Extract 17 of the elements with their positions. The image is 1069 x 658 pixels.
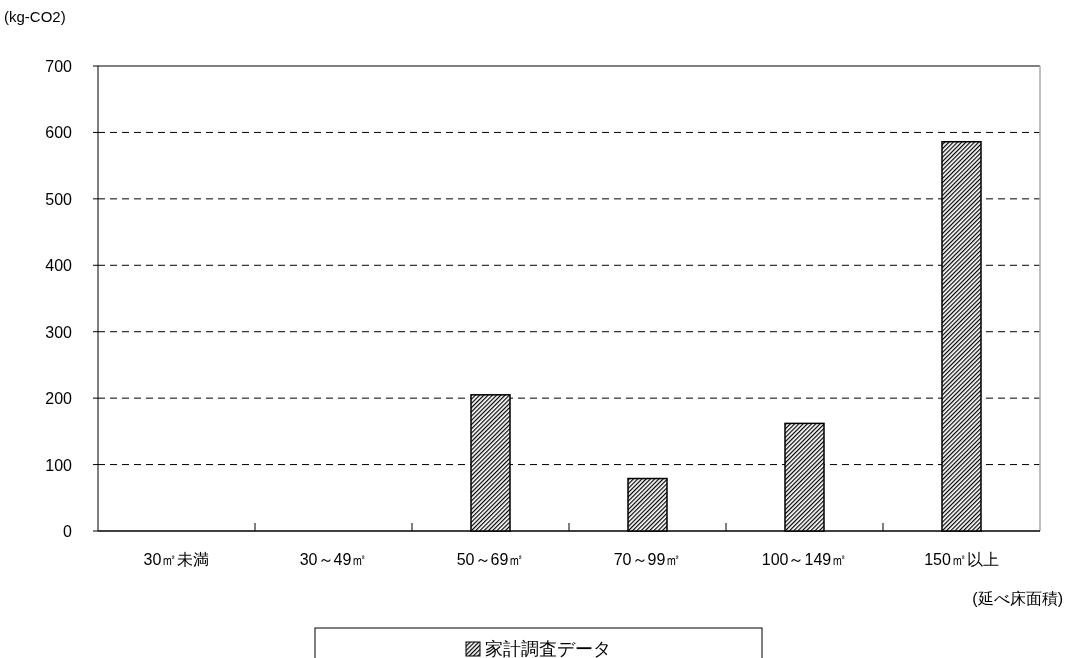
x-tick-label: 100～149㎡ <box>761 551 848 568</box>
x-axis-title: (延べ床面積) <box>972 590 1063 607</box>
legend-label: 家計調査データ <box>485 639 611 658</box>
y-tick-label: 100 <box>45 456 73 474</box>
y-tick-label: 500 <box>45 190 73 208</box>
y-tick-label: 300 <box>45 323 73 341</box>
y-tick-label: 700 <box>45 58 73 75</box>
x-tick-label: 30㎡未満 <box>143 551 210 568</box>
x-tick-label: 70～99㎡ <box>613 551 682 568</box>
x-tick-label: 50～69㎡ <box>456 551 525 568</box>
y-tick-label: 200 <box>45 390 73 408</box>
x-tick-label: 150㎡以上 <box>924 551 999 568</box>
y-tick-label: 400 <box>45 257 73 275</box>
y-tick-label: 0 <box>63 523 73 540</box>
x-tick-label: 30～49㎡ <box>299 551 368 568</box>
y-axis-title: (kg-CO2) <box>4 8 66 25</box>
y-tick-label: 600 <box>45 124 73 142</box>
